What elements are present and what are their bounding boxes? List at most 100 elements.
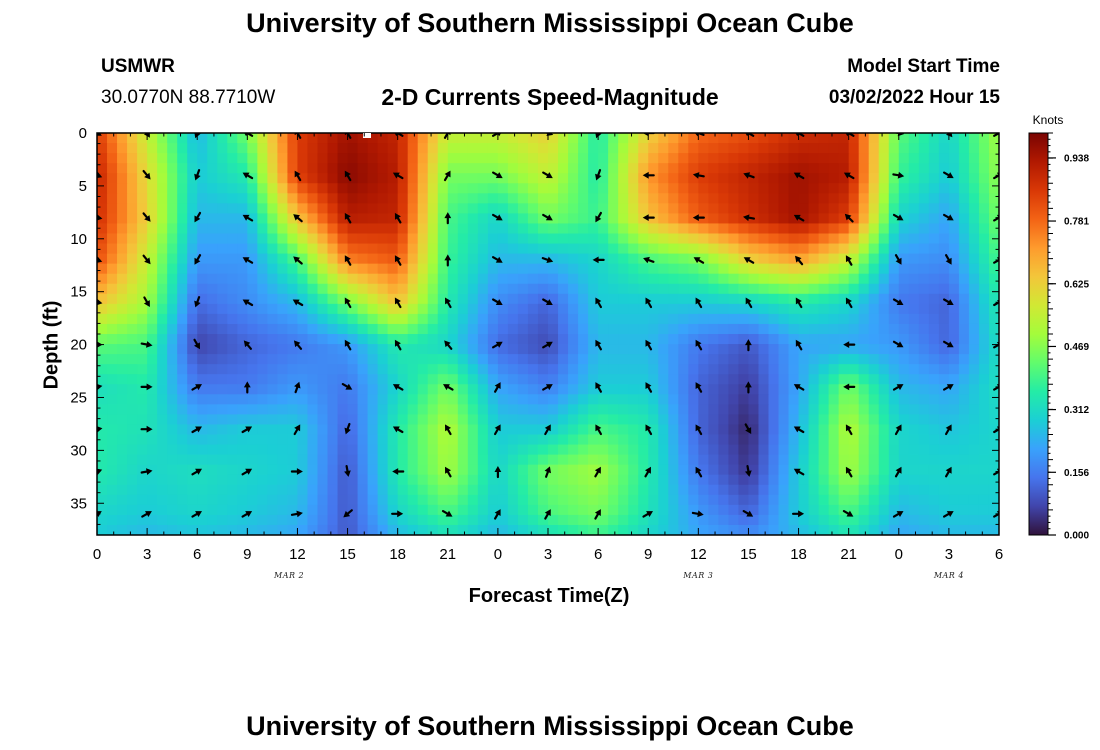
heatmap-cell [477, 173, 489, 184]
heatmap-cell [407, 203, 419, 214]
heatmap-cell [457, 173, 469, 184]
heatmap-cell [798, 323, 810, 335]
heatmap-cell [387, 494, 399, 506]
heatmap-cell [628, 494, 639, 506]
heatmap-cell [367, 283, 379, 295]
heatmap-cell [117, 424, 128, 436]
heatmap-cell [948, 364, 960, 375]
heatmap-cell [417, 334, 429, 345]
heatmap-cell [387, 404, 399, 415]
heatmap-cell [978, 233, 990, 245]
heatmap-cell [297, 504, 309, 516]
heatmap-cell [107, 364, 118, 375]
heatmap-cell [978, 494, 990, 506]
heatmap-cell [177, 414, 188, 426]
heatmap-cell [107, 434, 118, 446]
heatmap-cell [648, 404, 659, 415]
heatmap-cell [427, 323, 439, 335]
heatmap-cell [688, 223, 699, 235]
heatmap-cell [397, 404, 409, 415]
heatmap-cell [568, 444, 579, 456]
heatmap-cell [688, 293, 699, 305]
heatmap-cell [307, 303, 319, 315]
heatmap-cell [628, 464, 639, 476]
heatmap-cell [698, 323, 709, 335]
heatmap-cell [97, 183, 108, 194]
heatmap-cell [778, 384, 790, 395]
heatmap-cell [948, 434, 960, 446]
heatmap-cell [467, 494, 479, 506]
heatmap-cell [197, 233, 208, 245]
heatmap-cell [387, 364, 399, 375]
heatmap-cell [357, 243, 369, 255]
heatmap-cell [548, 454, 559, 466]
heatmap-cell [447, 153, 459, 164]
heatmap-cell [568, 524, 579, 535]
heatmap-cell [968, 344, 980, 355]
heatmap-cell [377, 364, 389, 375]
current-vector-arrow [595, 424, 603, 436]
heatmap-cell [638, 243, 649, 255]
heatmap-cell [578, 203, 589, 214]
heatmap-cell [447, 223, 459, 235]
heatmap-cell [187, 163, 198, 174]
heatmap-cell [407, 374, 419, 385]
heatmap-cell [838, 414, 850, 426]
heatmap-cell [387, 514, 399, 526]
heatmap-cell [467, 203, 479, 214]
heatmap-cell [628, 213, 639, 225]
heatmap-cell [748, 263, 760, 275]
heatmap-cell [748, 384, 760, 395]
heatmap-cell [417, 444, 429, 456]
heatmap-cell [598, 474, 609, 486]
heatmap-cell [177, 143, 188, 154]
heatmap-cell [327, 344, 339, 355]
heatmap-cell [838, 303, 850, 315]
heatmap-cell [477, 283, 489, 295]
heatmap-cell [908, 233, 920, 245]
heatmap-cell [367, 153, 379, 164]
heatmap-cell [397, 153, 409, 164]
heatmap-cell [537, 263, 549, 275]
heatmap-cell [317, 283, 329, 295]
heatmap-cell [768, 514, 780, 526]
heatmap-cell [678, 434, 689, 446]
heatmap-cell [608, 163, 619, 174]
heatmap-cell [598, 464, 609, 476]
heatmap-cell [748, 424, 760, 436]
heatmap-cell [908, 153, 920, 164]
heatmap-cell [497, 344, 509, 355]
heatmap-cell [788, 313, 800, 325]
heatmap-cell [507, 514, 519, 526]
heatmap-cell [527, 344, 539, 355]
heatmap-cell [698, 273, 709, 285]
heatmap-cell [397, 344, 409, 355]
heatmap-cell [227, 414, 238, 426]
heatmap-cell [217, 163, 228, 174]
heatmap-cell [588, 364, 599, 375]
heatmap-cell [738, 173, 750, 184]
heatmap-cell [207, 394, 218, 405]
heatmap-cell [768, 203, 780, 214]
heatmap-cell [217, 193, 228, 204]
heatmap-cell [537, 163, 549, 174]
heatmap-cell [307, 334, 319, 345]
heatmap-cell [618, 334, 629, 345]
heatmap-cell [497, 514, 509, 526]
heatmap-cell [698, 484, 709, 496]
current-vector-arrow [693, 257, 705, 264]
heatmap-cell [678, 273, 689, 285]
heatmap-cell [437, 223, 449, 235]
heatmap-cell [107, 243, 118, 255]
heatmap-cell [437, 243, 449, 255]
heatmap-cell [517, 193, 529, 204]
heatmap-cell [588, 414, 599, 426]
heatmap-cell [377, 474, 389, 486]
current-vector-arrow [942, 298, 954, 305]
heatmap-cell [688, 464, 699, 476]
heatmap-cell [377, 243, 389, 255]
heatmap-cell [938, 524, 950, 535]
heatmap-cell [958, 414, 970, 426]
heatmap-cell [788, 143, 800, 154]
heatmap-cell [217, 303, 228, 315]
